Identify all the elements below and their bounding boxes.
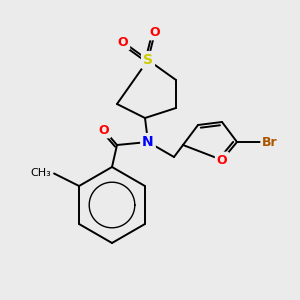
- Text: O: O: [99, 124, 109, 136]
- Text: N: N: [142, 135, 154, 149]
- Text: O: O: [150, 26, 160, 38]
- Text: S: S: [143, 53, 153, 67]
- Text: O: O: [217, 154, 227, 166]
- Text: Br: Br: [262, 136, 278, 148]
- Text: O: O: [118, 35, 128, 49]
- Text: CH₃: CH₃: [30, 169, 51, 178]
